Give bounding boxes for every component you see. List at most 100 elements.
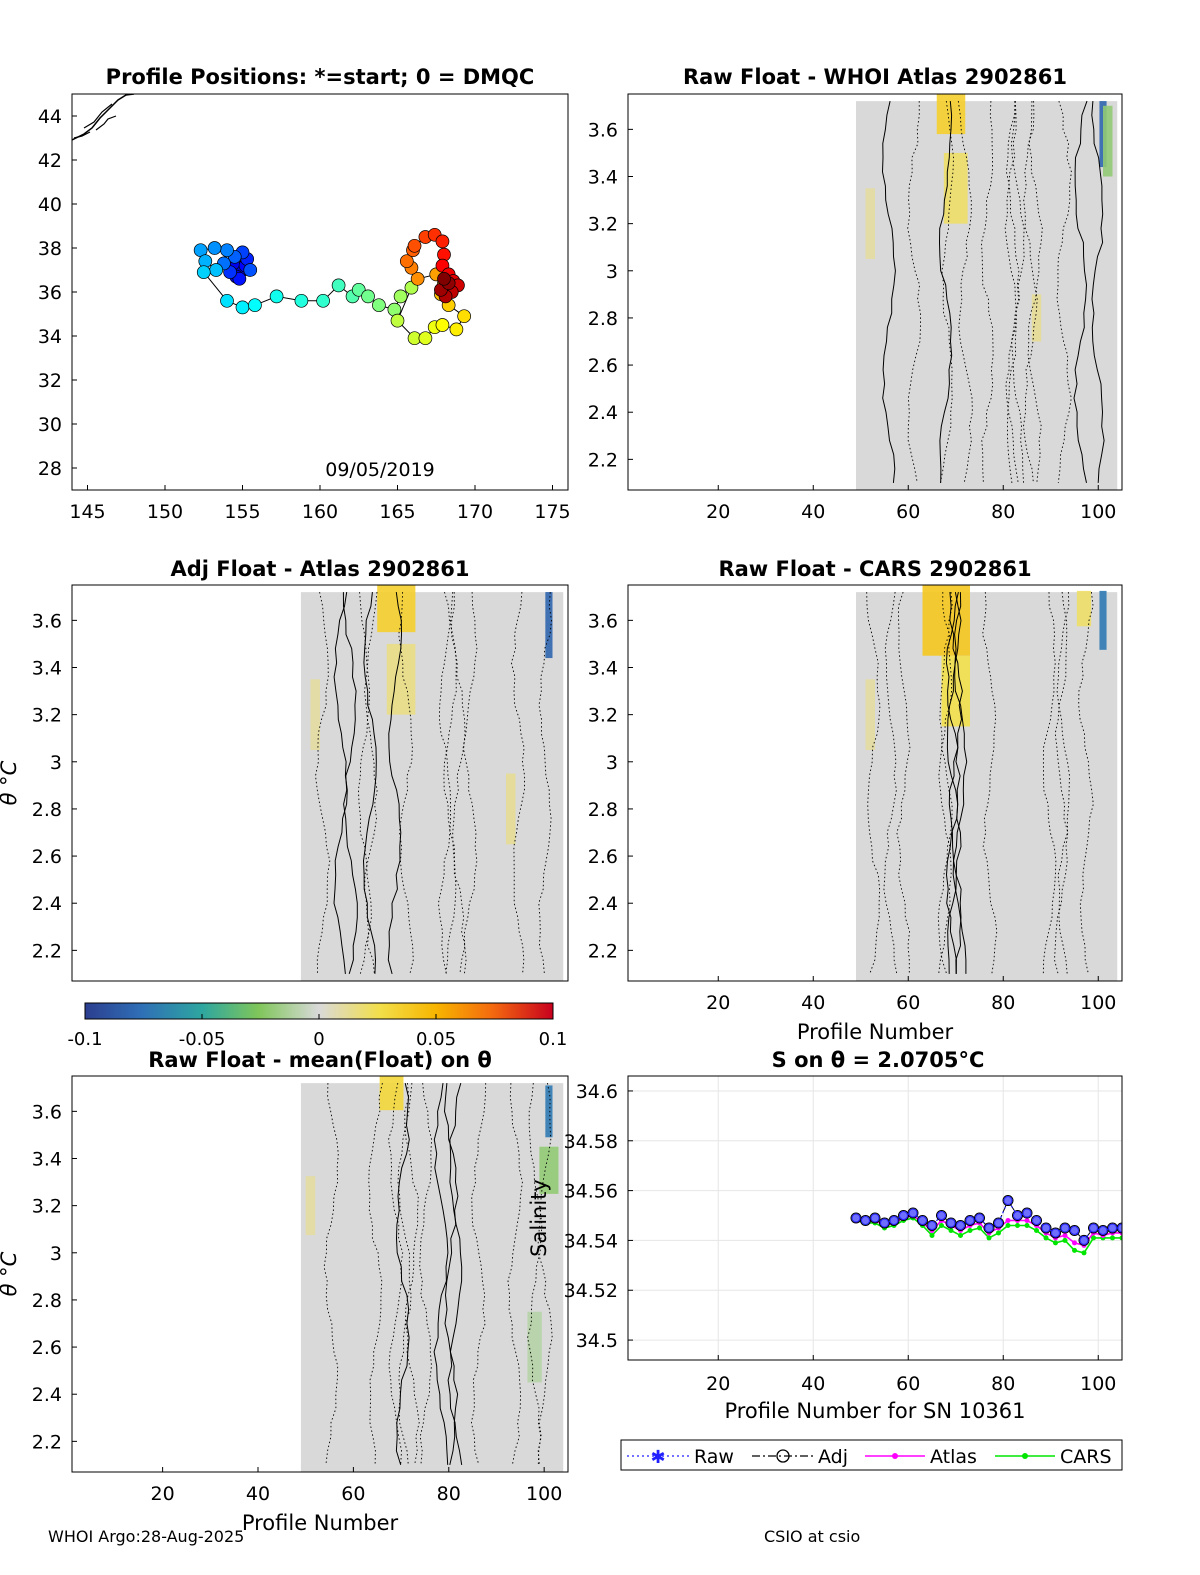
map-y-tick-label: 30 (38, 414, 62, 436)
contour-line (957, 101, 973, 483)
adj-point (983, 1222, 995, 1234)
map-x-ticks: 145 150 155 160 165 170 175 (69, 485, 571, 523)
heatmap-anomaly-cell (305, 1176, 316, 1236)
profile-position-marker (393, 289, 408, 304)
contour-line (1056, 100, 1072, 483)
contour-line (433, 1083, 449, 1465)
theta-tick-label: 2.8 (32, 799, 62, 821)
cars-point (1043, 1235, 1049, 1241)
raw-point (870, 1213, 880, 1223)
profile-tick-label: 40 (246, 1483, 270, 1505)
p3-title: Adj Float - Atlas 2902861 (170, 557, 469, 581)
theta-tick-label: 2.8 (588, 308, 618, 330)
cars-point (929, 1232, 935, 1238)
profile-position-marker (294, 293, 309, 308)
heatmap-anomaly-cell (545, 592, 553, 659)
atlas-point (1024, 1217, 1030, 1223)
legend-cars-label: CARS (1060, 1446, 1112, 1468)
adj-point (1002, 1195, 1014, 1207)
heatmap-anomaly-cell (527, 1311, 542, 1383)
contour-line (1042, 592, 1057, 974)
heatmap-anomaly-cell (943, 152, 968, 224)
profile-tick-label: 20 (706, 992, 730, 1014)
raw-point (918, 1215, 927, 1225)
theta-tick-label: 2.4 (32, 893, 62, 915)
adj-point (1078, 1234, 1090, 1246)
contour-line (883, 592, 898, 974)
contour-line (364, 592, 378, 974)
theta-tick-label: 2.2 (588, 449, 618, 471)
contour-line (1073, 100, 1088, 484)
profile-position-marker (220, 243, 234, 258)
atlas-point (1005, 1217, 1011, 1223)
raw-point (956, 1220, 965, 1230)
salinity-panel: S on θ = 2.0705°C 34.634.5834.5634.5434.… (527, 1048, 1123, 1423)
salinity-tick-label: 34.54 (564, 1230, 618, 1252)
contour-line (507, 1083, 523, 1465)
map-panel: Profile Positions: *=start; 0 = DMQC 09/… (38, 65, 571, 523)
raw-point (889, 1215, 899, 1225)
contour-line (398, 592, 414, 975)
heatmap-field (300, 1083, 564, 1472)
salinity-tick-label: 34.58 (564, 1131, 618, 1153)
contour-line (1023, 101, 1038, 483)
raw-point (1117, 1223, 1122, 1233)
theta-tick-label: 3.4 (588, 167, 618, 189)
profile-position-marker (435, 234, 450, 249)
mean-anomaly-panel: Raw Float - mean(Float) on θ 3.6 3.4 3.2 3 2… (0, 1048, 569, 1535)
p2-y-ticks: 3.6 3.4 3.2 3 2.8 2.6 2.4 2.2 (588, 119, 633, 471)
p5-y-ticks: 3.6 3.4 3.2 3 2.8 2.6 2.4 2.2 (32, 1101, 77, 1453)
profile-tick-label: 100 (1080, 501, 1116, 523)
cars-point (1015, 1222, 1020, 1228)
heatmap-anomaly-cell (1031, 294, 1042, 342)
p6-xlabel: Profile Number for SN 10361 (724, 1399, 1025, 1423)
cars-point (1053, 1240, 1058, 1246)
colorbar: -0.1 -0.05 0 0.05 0.1 (67, 1002, 567, 1050)
cars-point (1005, 1222, 1011, 1228)
theta-tick-label: 3.2 (588, 214, 618, 236)
adj-point (955, 1219, 966, 1231)
p2-axes-box (627, 93, 1123, 491)
cars-raw-panel: Raw Float - CARS 2902861 3.6 3.4 3.2 3 2.8 2.… (588, 557, 1123, 1044)
contour-line (1078, 592, 1094, 974)
cars-point (996, 1230, 1001, 1236)
contour-line (946, 592, 962, 974)
colorbar-ticks: -0.1 -0.05 0 0.05 0.1 (67, 1014, 567, 1050)
coastline (72, 94, 135, 141)
cars-point (948, 1227, 954, 1233)
profile-position-marker (449, 322, 464, 337)
theta-tick-label: 3.2 (588, 705, 618, 727)
footer-right: CSIO at csio (764, 1527, 861, 1546)
theta-tick-label: 3.4 (32, 1149, 62, 1171)
p6-axes-box (627, 1075, 1123, 1361)
contour-line (1010, 101, 1025, 483)
map-date: 09/05/2019 (325, 459, 435, 481)
contour-line (938, 592, 953, 974)
heatmap-anomaly-cell (865, 188, 875, 259)
contour-line (397, 1083, 413, 1465)
profile-tick-label: 80 (991, 1373, 1015, 1395)
cars-point (1062, 1237, 1068, 1243)
raw-point (1013, 1211, 1022, 1221)
legend-atlas-label: Atlas (930, 1446, 977, 1468)
cars-point (958, 1232, 963, 1238)
contour-line (945, 591, 961, 974)
contour-line (907, 101, 921, 483)
contour-line (1005, 101, 1020, 483)
adj-point (1021, 1207, 1033, 1219)
raw-point (861, 1215, 870, 1225)
p6-title: S on θ = 2.0705°C (772, 1048, 985, 1072)
profile-tick-label: 100 (526, 1483, 562, 1505)
theta-tick-label: 2.6 (588, 355, 618, 377)
adj-point (1050, 1227, 1061, 1239)
map-y-tick-label: 36 (38, 282, 62, 304)
salinity-tick-label: 34.5 (576, 1330, 618, 1352)
profile-position-marker (209, 263, 223, 277)
profile-tick-label: 40 (801, 1373, 825, 1395)
raw-point (994, 1218, 1003, 1228)
cars-point (1081, 1250, 1087, 1256)
profile-tick-label: 80 (991, 501, 1015, 523)
raw-point (984, 1223, 994, 1233)
p6-series (850, 1195, 1122, 1256)
theta-tick-label: 3 (606, 752, 618, 774)
